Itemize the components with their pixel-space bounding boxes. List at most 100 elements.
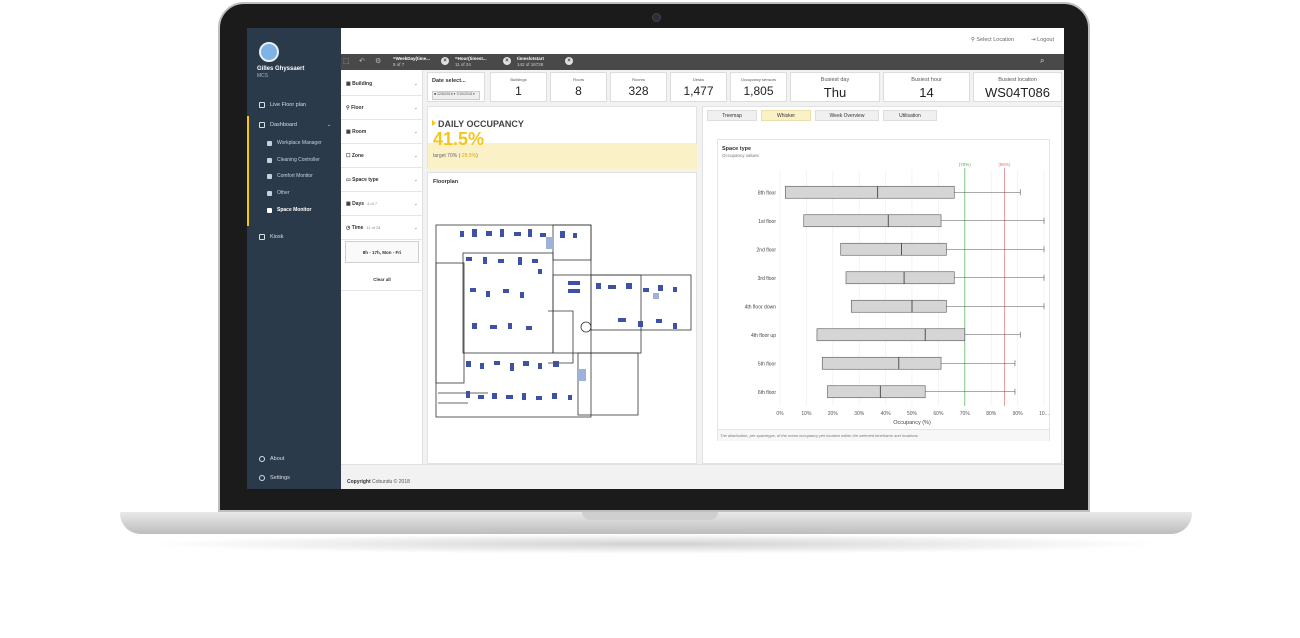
- sidebar-subitem-cleaning-controller[interactable]: Cleaning Controller: [247, 154, 341, 166]
- kpi-label: Buildings: [510, 77, 527, 82]
- kpi-value: 1,805: [743, 84, 774, 98]
- sidebar-subitem-label: Cleaning Controller: [277, 157, 320, 163]
- date-range-pill[interactable]: ■ 22/8/2018 ▾ 7/10/2018 ▾: [432, 91, 480, 100]
- x-axis-title: Occupancy (%): [893, 420, 931, 426]
- sidebar-subitem-comfort-monitor[interactable]: Comfort Monitor: [247, 170, 341, 182]
- filter-label: Floor: [351, 104, 364, 111]
- filter-label: Building: [352, 80, 373, 87]
- chart-subtitle: Occupancy values: [722, 153, 759, 158]
- sidebar-subitem-label: Comfort Monitor: [277, 173, 313, 179]
- time-preset-button[interactable]: 8h - 17h, Mon - Fri: [345, 241, 419, 263]
- monitor-icon: [259, 102, 265, 108]
- kpi-occupancy-sensors: Occupancy sensors 1,805: [730, 72, 787, 102]
- sidebar-item-settings[interactable]: Settings: [247, 471, 341, 485]
- avatar[interactable]: [259, 42, 279, 62]
- x-tick-label: 70%: [960, 411, 971, 417]
- category-label: 4th floor down: [745, 304, 777, 310]
- filter-building[interactable]: ▦ Building ⌄: [341, 72, 423, 96]
- filter-label: Room: [352, 128, 367, 135]
- logout-icon: ⇥: [1031, 37, 1038, 43]
- box: [845, 271, 955, 285]
- logout-link[interactable]: ⇥ Logout: [1031, 37, 1054, 43]
- filter-count: 11 of 24: [366, 225, 381, 230]
- floor-pin-icon: ⚲: [346, 104, 352, 111]
- tab-utilisation[interactable]: Utilisation: [883, 110, 937, 121]
- calendar-icon: ▦: [346, 200, 353, 207]
- filter-label: Time: [351, 224, 364, 231]
- x-tick-label: 10...: [1039, 411, 1049, 417]
- floorplan-map[interactable]: [428, 193, 696, 463]
- selection-chip-title: =WeekDay(time...: [393, 56, 431, 61]
- box: [840, 242, 947, 256]
- sidebar-subitem-workplace-manager[interactable]: Workplace Manager: [247, 137, 341, 149]
- search-icon[interactable]: ⌕: [1040, 56, 1045, 65]
- camera-icon: [652, 13, 661, 22]
- clear-selection-weekday-icon[interactable]: ×: [441, 57, 449, 65]
- selection-chip-title: =Hour(timest...: [455, 56, 487, 61]
- occupancy-highlight-band: [428, 143, 698, 169]
- filter-count: 4 of 7: [367, 201, 378, 206]
- kpi-value: Thu: [823, 85, 847, 100]
- kpi-desks: Desks 1,477: [670, 72, 727, 102]
- filter-panel: ▦ Building ⌄ ⚲ Floor ⌄ ▦ Room ⌄ ☐ Zone ⌄…: [341, 70, 423, 464]
- chevron-down-icon: ⌄: [413, 224, 418, 231]
- clear-selection-timeslot-icon[interactable]: ×: [565, 57, 573, 65]
- clear-selection-hour-icon[interactable]: ×: [503, 57, 511, 65]
- filter-label: Zone: [351, 152, 364, 159]
- x-tick-label: 80%: [986, 411, 997, 417]
- tab-week-overview[interactable]: Week Overview: [815, 110, 879, 121]
- select-location-link[interactable]: ⚲ Select Location: [971, 37, 1014, 43]
- clear-all-button[interactable]: Clear all: [341, 269, 423, 291]
- top-bar: ⚲ Select Location ⇥ Logout: [341, 28, 1064, 54]
- title-marker-icon: [432, 120, 436, 126]
- selection-chip-weekday[interactable]: =WeekDay(time... 5 of 7: [393, 55, 430, 69]
- dashboard-icon: [259, 122, 265, 128]
- filter-floor[interactable]: ⚲ Floor ⌄: [341, 96, 423, 120]
- sidebar-item-about[interactable]: About: [247, 452, 341, 466]
- target-delta: -28.5%: [460, 153, 477, 159]
- daily-occupancy-value: 41.5%: [433, 129, 485, 149]
- tab-whisker[interactable]: Whisker: [761, 110, 811, 121]
- x-tick-label: 40%: [881, 411, 892, 417]
- x-tick-label: 30%: [854, 411, 865, 417]
- box: [784, 185, 955, 199]
- date-select-label: Date select...: [432, 78, 466, 84]
- box: [821, 356, 942, 370]
- filter-zone[interactable]: ☐ Zone ⌄: [341, 144, 423, 168]
- whisker-chart: Space type Occupancy values 0% 10% 20% 30% 4…: [717, 139, 1050, 441]
- whisker-plot[interactable]: 0% 10% 20% 30% 40% 50% 60% 70% 80% 90% 10... (70%) (…: [718, 140, 1051, 430]
- app-screen: Gilles Ghyssaert MCS Live Floor plan Das…: [247, 28, 1064, 489]
- kpi-value: WS04T086: [984, 85, 1051, 100]
- settings-tool-icon[interactable]: ⚙: [375, 58, 382, 65]
- sidebar-subitem-space-monitor[interactable]: Space Monitor: [247, 204, 341, 216]
- sidebar-item-live-floor-plan[interactable]: Live Floor plan: [247, 98, 341, 112]
- filter-space-type[interactable]: ▭ Space type ⌄: [341, 168, 423, 192]
- location-pin-icon: ⚲: [970, 37, 977, 43]
- sidebar-subitem-label: Space Monitor: [277, 207, 312, 213]
- reference-line-label: (85%): [998, 162, 1011, 167]
- selection-chip-hour[interactable]: =Hour(timest... 11 of 24: [455, 55, 487, 69]
- floorplan-card: Floorplan: [427, 172, 697, 464]
- sidebar-subitem-other[interactable]: Other: [247, 187, 341, 199]
- filter-days[interactable]: ▦ Days 4 of 7 ⌄: [341, 192, 423, 216]
- logout-label: Logout: [1037, 37, 1054, 43]
- selection-chip-timeslot[interactable]: timeslotstart 142 of 16728: [517, 55, 544, 69]
- back-tool-icon[interactable]: ↶: [359, 58, 365, 65]
- box: [827, 385, 926, 399]
- info-icon: [259, 456, 265, 462]
- tab-treemap[interactable]: Treemap: [707, 110, 757, 121]
- kpi-value: 1: [515, 84, 522, 98]
- filter-room[interactable]: ▦ Room ⌄: [341, 120, 423, 144]
- sidebar-item-dashboard[interactable]: Dashboard ⌄: [247, 118, 341, 132]
- chevron-down-icon: ⌄: [413, 128, 418, 135]
- date-select[interactable]: Date select... ■ 22/8/2018 ▾ 7/10/2018 ▾: [427, 72, 485, 102]
- user-name: Gilles Ghyssaert: [257, 66, 305, 72]
- selection-chip-count: 11 of 24: [455, 62, 471, 67]
- kpi-floors: Floors 8: [550, 72, 607, 102]
- footer: Copyright Cobundu © 2018: [341, 464, 1064, 489]
- filter-time[interactable]: ◷ Time 11 of 24 ⌄: [341, 216, 423, 240]
- select-tool-icon[interactable]: ⬚: [343, 58, 350, 65]
- sidebar-item-label: Settings: [270, 475, 290, 481]
- filter-label: Days: [352, 200, 365, 207]
- sidebar-item-kiosk[interactable]: Kiosk: [247, 230, 341, 244]
